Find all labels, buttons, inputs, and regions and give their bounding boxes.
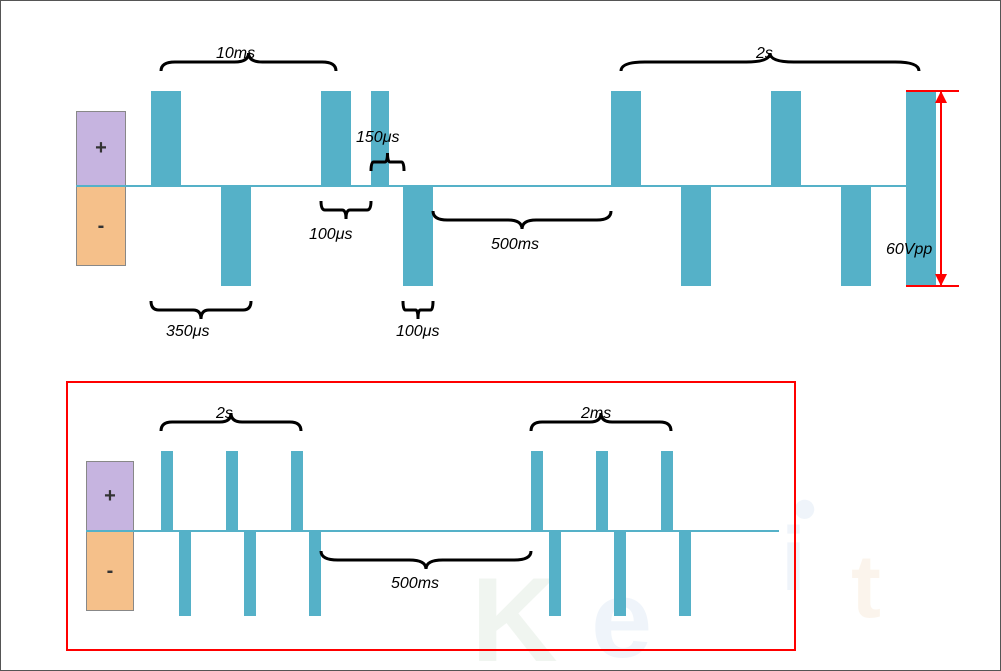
plus-label: + [104,485,116,508]
bottom-pulse [549,531,561,616]
watermark-t: t [851,536,883,639]
bottom-pulse [161,451,173,531]
bottom-pulse [614,531,626,616]
diagram-frame: K e i t ● + - 10ms2s350μs100μs150μs500ms… [0,0,1001,671]
bottom-pulse [309,531,321,616]
vpp-label: 60Vpp [886,241,932,259]
bottom-pulse [179,531,191,616]
bottom-pulse [226,451,238,531]
vpp-arrow [1,1,1001,351]
bottom-pulse [291,451,303,531]
brace-label-2sB: 2s [216,405,233,423]
bottom-pulse [531,451,543,531]
bottom-minus-box: - [86,531,134,611]
minus-label: - [107,560,114,583]
bottom-pulse [661,451,673,531]
brace [321,551,531,571]
bottom-pulse [596,451,608,531]
bottom-pulse [244,531,256,616]
brace-label-500msB: 500ms [391,575,439,593]
bottom-plus-box: + [86,461,134,531]
brace-label-2msB: 2ms [581,405,611,423]
bottom-pulse [679,531,691,616]
